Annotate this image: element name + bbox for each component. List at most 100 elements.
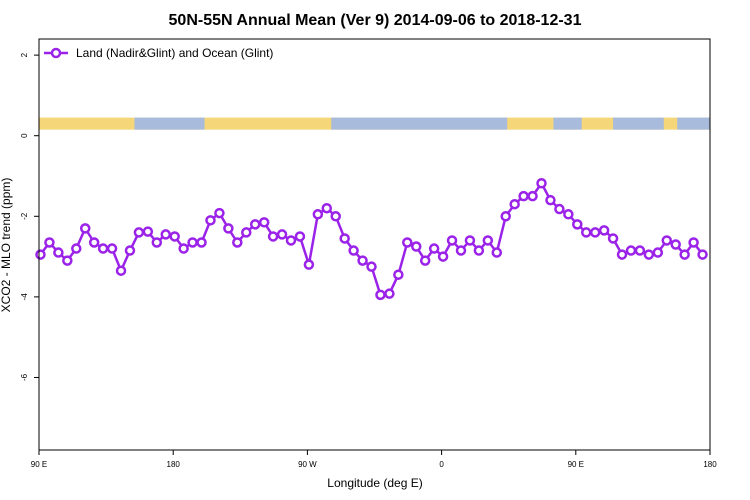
data-point xyxy=(142,226,154,237)
data-point xyxy=(625,245,637,256)
data-point xyxy=(133,227,145,238)
data-point xyxy=(214,207,225,219)
data-point xyxy=(545,194,556,206)
data-point xyxy=(616,249,628,260)
data-point xyxy=(53,247,64,258)
data-point xyxy=(437,251,449,262)
legend-label: Land (Nadir&Glint) and Ocean (Glint) xyxy=(76,46,273,60)
series-layer xyxy=(35,178,708,301)
ocean-band xyxy=(677,117,710,130)
data-point xyxy=(312,209,324,220)
data-point xyxy=(276,229,288,240)
data-point xyxy=(241,227,252,238)
data-point xyxy=(491,247,503,258)
data-point xyxy=(446,235,458,246)
data-point xyxy=(44,237,55,248)
data-point xyxy=(419,255,431,266)
x-tick-label: 0 xyxy=(439,460,444,469)
data-point xyxy=(339,233,350,244)
data-point xyxy=(106,243,118,254)
data-point xyxy=(115,265,127,276)
y-tick-label: 0 xyxy=(20,133,29,138)
land-ocean-strip xyxy=(39,117,710,130)
data-point xyxy=(196,237,207,248)
ocean-band xyxy=(134,117,205,130)
data-point xyxy=(384,288,395,299)
data-point xyxy=(294,231,306,242)
data-point xyxy=(258,217,270,228)
data-point xyxy=(679,249,690,260)
data-point xyxy=(670,239,681,250)
data-point xyxy=(285,235,297,246)
data-point xyxy=(35,249,46,260)
data-point xyxy=(464,235,476,246)
data-point xyxy=(697,249,708,260)
data-point xyxy=(88,237,100,248)
ocean-band xyxy=(613,117,664,130)
data-point xyxy=(509,198,520,210)
data-point xyxy=(267,231,279,242)
data-point xyxy=(124,245,136,256)
x-axis-label: Longitude (deg E) xyxy=(327,476,422,490)
data-point xyxy=(303,259,315,270)
y-tick-label: -2 xyxy=(20,212,29,220)
data-point xyxy=(348,245,359,256)
x-tick-label: 90 E xyxy=(31,460,47,469)
data-point xyxy=(563,209,574,220)
x-tick-label: 90 E xyxy=(568,460,584,469)
ocean-band xyxy=(331,117,508,130)
data-point xyxy=(572,219,583,230)
data-point xyxy=(428,243,440,254)
data-point xyxy=(411,241,422,252)
data-point xyxy=(688,237,699,248)
series-line xyxy=(39,182,704,297)
data-point xyxy=(589,227,601,238)
data-point xyxy=(554,203,565,215)
data-point xyxy=(79,223,91,234)
y-tick-label: -4 xyxy=(20,293,29,301)
data-point xyxy=(482,235,494,246)
data-point xyxy=(661,235,673,246)
data-point xyxy=(160,229,171,240)
data-point xyxy=(97,243,109,254)
data-point xyxy=(321,202,333,214)
data-point xyxy=(205,215,216,226)
data-point xyxy=(500,211,511,222)
legend: Land (Nadir&Glint) and Ocean (Glint) xyxy=(44,46,273,60)
x-axis: 90 E 180 90 W 0 90 E 180 xyxy=(31,450,717,469)
data-point xyxy=(518,190,529,202)
data-point xyxy=(473,245,485,256)
data-point xyxy=(375,289,386,301)
data-point xyxy=(536,178,547,189)
data-point xyxy=(62,255,73,266)
data-point xyxy=(580,227,592,238)
chart-title: 50N-55N Annual Mean (Ver 9) 2014-09-06 t… xyxy=(169,12,582,29)
data-point xyxy=(71,243,82,254)
data-point xyxy=(607,233,619,244)
x-tick-label: 180 xyxy=(167,460,181,469)
data-point xyxy=(357,255,368,266)
data-point xyxy=(634,245,646,256)
y-axis: 2 0 -2 -4 -6 xyxy=(20,52,39,381)
data-point xyxy=(151,237,163,248)
legend-marker-icon xyxy=(50,47,62,59)
data-point xyxy=(232,237,243,248)
data-point xyxy=(598,225,610,236)
data-point xyxy=(223,223,234,234)
data-point xyxy=(527,190,538,202)
data-point xyxy=(366,261,377,272)
data-point xyxy=(178,243,189,254)
data-point xyxy=(393,269,404,280)
y-tick-label: 2 xyxy=(20,52,29,57)
plot-frame xyxy=(38,38,711,451)
data-point xyxy=(643,249,655,260)
data-point xyxy=(169,231,180,242)
data-point xyxy=(652,247,664,258)
y-axis-label: XCO2 - MLO trend (ppm) xyxy=(0,178,13,313)
data-point xyxy=(402,237,413,248)
x-tick-label: 180 xyxy=(703,460,717,469)
ocean-band xyxy=(553,117,582,130)
data-point xyxy=(330,211,341,222)
x-tick-label: 90 W xyxy=(298,460,317,469)
